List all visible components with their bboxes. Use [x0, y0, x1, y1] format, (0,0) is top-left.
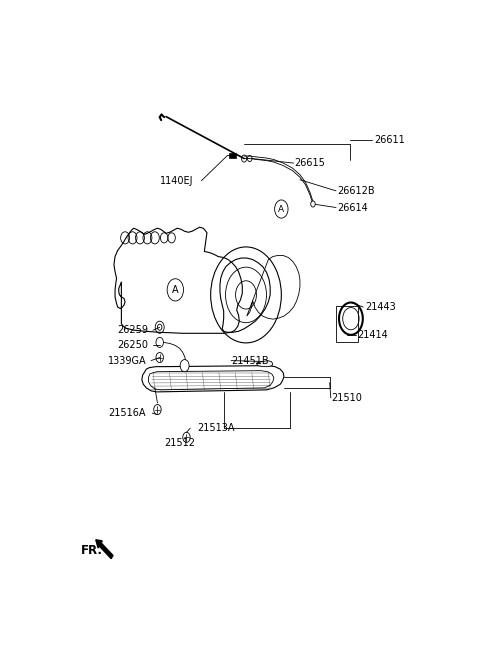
Polygon shape: [256, 361, 273, 367]
Text: 26250: 26250: [118, 340, 149, 350]
Text: 26614: 26614: [337, 203, 368, 213]
Bar: [229, 153, 236, 158]
Text: 21443: 21443: [365, 302, 396, 312]
Text: A: A: [172, 285, 179, 295]
Text: 21516A: 21516A: [108, 408, 146, 418]
Text: 21451B: 21451B: [231, 356, 269, 365]
Circle shape: [311, 201, 315, 207]
Bar: [336, 306, 359, 342]
Text: FR.: FR.: [81, 544, 102, 557]
Text: 21513A: 21513A: [198, 423, 235, 433]
Text: 21512: 21512: [164, 438, 195, 449]
Text: 1140EJ: 1140EJ: [160, 176, 194, 186]
Text: 26615: 26615: [294, 158, 325, 168]
Text: 26611: 26611: [374, 135, 405, 146]
Text: 21510: 21510: [332, 393, 362, 403]
Text: A: A: [278, 205, 285, 214]
Text: 26259: 26259: [118, 325, 149, 335]
Text: 21414: 21414: [358, 331, 388, 340]
Text: 26612B: 26612B: [337, 186, 375, 196]
Circle shape: [180, 359, 189, 372]
FancyArrow shape: [96, 540, 113, 559]
Polygon shape: [142, 365, 284, 392]
Text: 1339GA: 1339GA: [108, 356, 147, 365]
